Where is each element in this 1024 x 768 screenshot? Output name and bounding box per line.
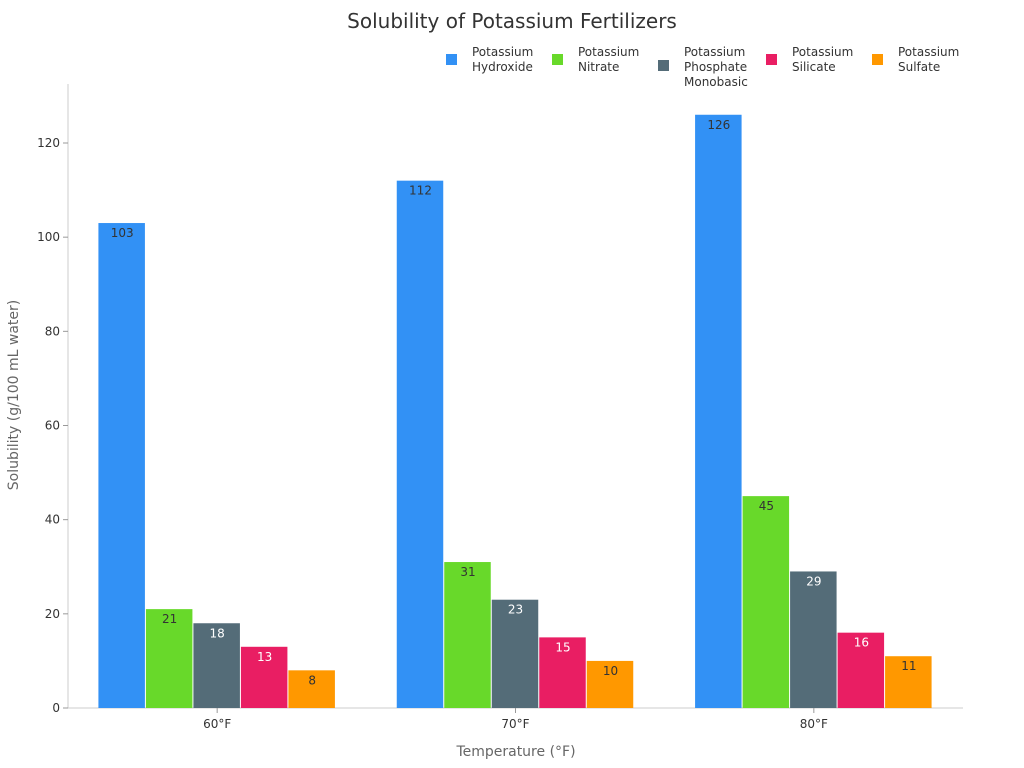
bar bbox=[396, 180, 444, 708]
legend-swatch bbox=[446, 54, 457, 65]
bar bbox=[586, 660, 634, 708]
legend-label: Phosphate bbox=[684, 60, 747, 74]
data-label: 21 bbox=[162, 612, 177, 626]
data-label: 126 bbox=[707, 118, 730, 132]
bar bbox=[288, 670, 335, 708]
data-label: 18 bbox=[210, 626, 225, 640]
data-label: 23 bbox=[508, 603, 523, 617]
bar bbox=[240, 646, 288, 708]
legend-label: Silicate bbox=[792, 60, 836, 74]
bar bbox=[98, 223, 145, 708]
data-label: 10 bbox=[603, 664, 618, 678]
chart-title: Solubility of Potassium Fertilizers bbox=[347, 9, 677, 33]
y-tick-label: 20 bbox=[45, 607, 60, 621]
y-tick-label: 40 bbox=[45, 513, 60, 527]
bar bbox=[193, 623, 240, 708]
data-label: 45 bbox=[759, 499, 774, 513]
y-axis-title: Solubility (g/100 mL water) bbox=[6, 300, 22, 490]
y-tick-label: 100 bbox=[37, 230, 60, 244]
legend-label: Hydroxide bbox=[472, 60, 533, 74]
legend-swatch bbox=[552, 54, 563, 65]
data-label: 15 bbox=[555, 640, 570, 654]
data-label: 31 bbox=[460, 565, 475, 579]
legend-swatch bbox=[872, 54, 883, 65]
bar bbox=[491, 599, 539, 708]
legend-label: Monobasic bbox=[684, 75, 748, 89]
x-tick-label: 60°F bbox=[203, 717, 231, 731]
x-tick-label: 80°F bbox=[800, 717, 828, 731]
x-tick-label: 70°F bbox=[501, 717, 529, 731]
legend-label: Potassium bbox=[898, 45, 959, 59]
data-label: 103 bbox=[111, 226, 134, 240]
y-tick-label: 60 bbox=[45, 419, 60, 433]
data-label: 29 bbox=[806, 574, 821, 588]
legend-swatch bbox=[766, 54, 777, 65]
data-label: 112 bbox=[409, 184, 432, 198]
y-tick-label: 120 bbox=[37, 136, 60, 150]
bar bbox=[790, 571, 837, 708]
bar bbox=[837, 632, 885, 708]
y-tick-label: 0 bbox=[52, 701, 60, 715]
bar bbox=[539, 637, 586, 708]
bar bbox=[695, 114, 742, 708]
legend-label: Potassium bbox=[792, 45, 853, 59]
bar bbox=[444, 562, 491, 708]
y-tick-label: 80 bbox=[45, 324, 60, 338]
legend-label: Potassium bbox=[684, 45, 745, 59]
bar bbox=[742, 496, 790, 708]
bar bbox=[145, 609, 193, 708]
data-label: 16 bbox=[854, 636, 869, 650]
legend-swatch bbox=[658, 60, 669, 71]
data-label: 11 bbox=[901, 659, 916, 673]
legend-label: Nitrate bbox=[578, 60, 619, 74]
data-label: 13 bbox=[257, 650, 272, 664]
legend-label: Sulfate bbox=[898, 60, 940, 74]
data-label: 8 bbox=[308, 673, 316, 687]
legend-label: Potassium bbox=[578, 45, 639, 59]
bar bbox=[885, 656, 932, 708]
legend-label: Potassium bbox=[472, 45, 533, 59]
x-axis-title: Temperature (°F) bbox=[455, 744, 575, 760]
